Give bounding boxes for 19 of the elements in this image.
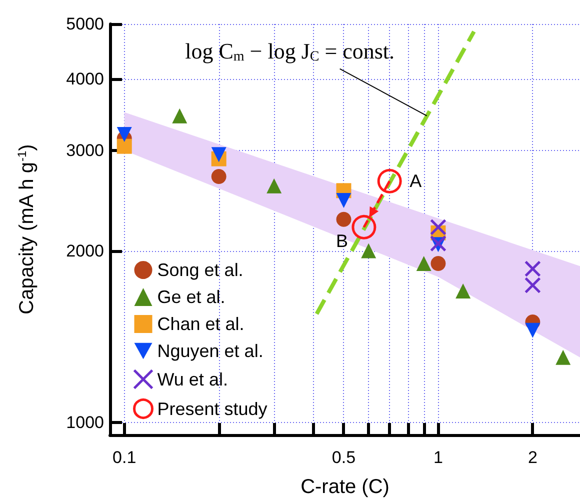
- legend-label: Chan et al.: [157, 314, 244, 334]
- annotation: A: [410, 171, 422, 192]
- legend-label: Song et al.: [157, 260, 244, 280]
- annotation: B: [336, 231, 348, 252]
- legend-label: Wu et al.: [157, 369, 228, 390]
- y-tick-label: 5000: [66, 14, 104, 34]
- x-tick-label: 2: [528, 448, 538, 467]
- y-tick-label: 3000: [66, 140, 104, 160]
- y-tick-label: 2000: [66, 241, 104, 260]
- y-tick-label: 4000: [66, 70, 104, 89]
- y-tick-label: 1000: [66, 412, 104, 432]
- y-axis-title: Capacity (mA h g-1): [15, 144, 38, 314]
- x-tick-label: 1: [433, 448, 443, 467]
- x-axis-title: C-rate (C): [300, 476, 390, 498]
- x-tick-label: 0.5: [332, 448, 356, 467]
- legend-label: Present study: [157, 398, 268, 419]
- x-tick-label: 0.1: [112, 448, 136, 467]
- legend-label: Nguyen et al.: [157, 341, 264, 361]
- legend-label: Ge et al.: [157, 287, 226, 307]
